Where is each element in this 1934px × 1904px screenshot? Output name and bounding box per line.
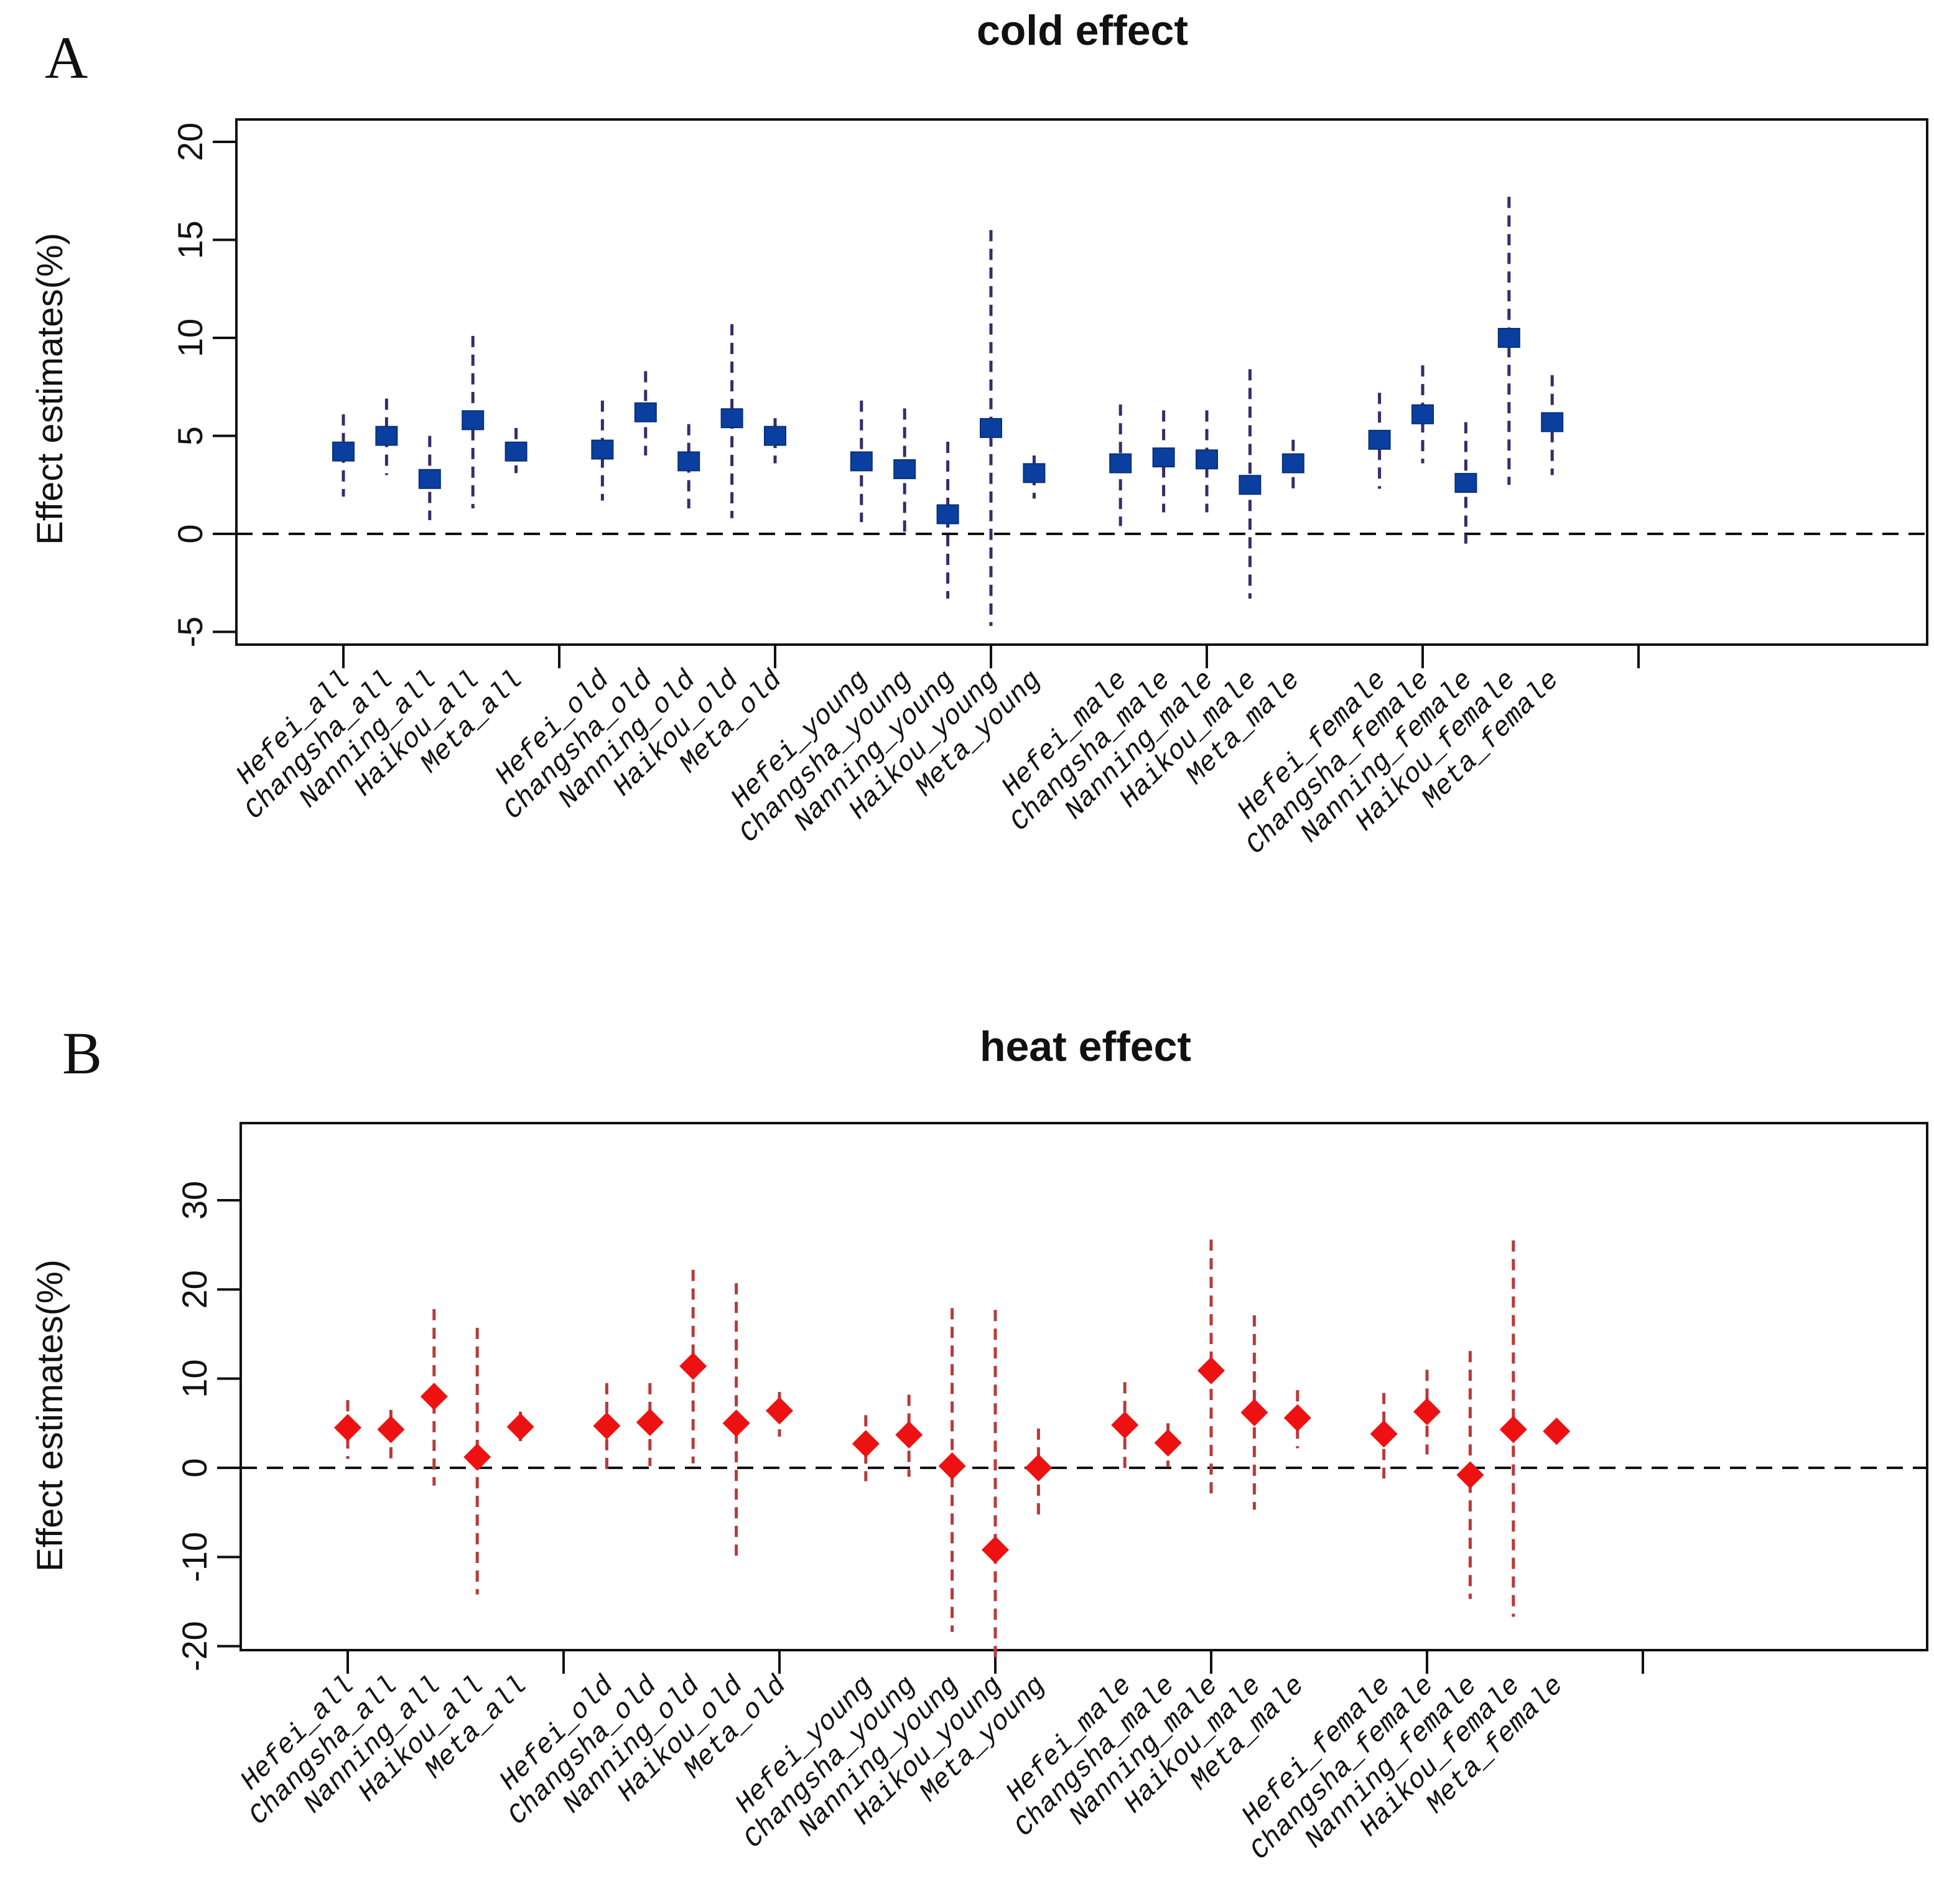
point-estimate-diamond [1543, 1417, 1571, 1445]
y-tick-label: 30 [175, 1181, 214, 1220]
point-estimate-square [375, 426, 398, 446]
point-estimate-square [1411, 404, 1434, 424]
panel-b-marks: Hefei_allChangsha_allNanning_allHaikou_a… [235, 1239, 1571, 1867]
point-estimate-square [1281, 453, 1304, 474]
point-estimate-diamond [1283, 1404, 1311, 1432]
y-tick-label: 20 [175, 1270, 214, 1309]
point-estimate-square [764, 426, 786, 446]
point-estimate-square [1368, 429, 1391, 450]
point-estimate-diamond [334, 1414, 361, 1442]
panel-a-title: cold effect [977, 7, 1188, 54]
point-estimate-diamond [593, 1412, 621, 1440]
point-estimate-square [893, 459, 916, 480]
panel-b-plot-frame [239, 1122, 1928, 1651]
point-estimate-square [1196, 449, 1218, 470]
y-tick-label: -5 [170, 617, 210, 648]
y-tick-label: 10 [175, 1360, 214, 1398]
point-estimate-diamond [1025, 1454, 1053, 1482]
point-estimate-diamond [722, 1409, 750, 1437]
point-estimate-diamond [1197, 1356, 1225, 1384]
point-estimate-diamond [982, 1536, 1009, 1564]
panel-a-y-axis-label: Effect estimates(%) [30, 233, 70, 545]
point-estimate-diamond [463, 1443, 491, 1471]
y-tick-label: 0 [170, 524, 210, 543]
point-estimate-diamond [1111, 1411, 1139, 1439]
y-tick-label: -10 [175, 1532, 214, 1582]
point-estimate-square [1239, 475, 1262, 495]
panel-b-y-axis-label: Effect estimates(%) [30, 1259, 70, 1572]
panel-letter-b: B [62, 1020, 102, 1086]
point-estimate-diamond [1370, 1420, 1398, 1448]
y-tick-label: -20 [175, 1621, 214, 1671]
panel-a-marks: Hefei_allChangsha_allNanning_allHaikou_a… [231, 197, 1566, 861]
point-estimate-square [1152, 447, 1175, 468]
point-estimate-square [1023, 463, 1046, 483]
y-tick-label: 20 [170, 123, 210, 161]
panel-a-plot-frame [235, 118, 1928, 646]
panel-a-axes: -5 0 5 10 15 20 [170, 118, 1928, 668]
panel-b-title: heat effect [980, 1023, 1191, 1070]
point-estimate-diamond [377, 1416, 405, 1444]
point-estimate-diamond [1413, 1398, 1441, 1426]
y-tick-label: 5 [170, 426, 210, 446]
point-estimate-square [720, 408, 743, 429]
panel-b-heat-effect: B heat effect Effect estimates(%) -20 -10… [30, 1020, 1928, 1867]
point-estimate-diamond [1499, 1416, 1527, 1444]
point-estimate-square [418, 469, 441, 489]
point-estimate-square [980, 418, 1002, 438]
panel-letter-a: A [45, 24, 88, 91]
point-estimate-square [936, 504, 959, 525]
point-estimate-square [462, 410, 485, 431]
panel-a-cold-effect: A cold effect Effect estimates(%) -5 0 5 10… [30, 7, 1928, 861]
point-estimate-square [850, 451, 873, 472]
point-estimate-diamond [506, 1413, 534, 1441]
point-estimate-square [677, 451, 700, 472]
point-estimate-diamond [679, 1352, 707, 1380]
point-estimate-square [1497, 328, 1520, 348]
point-estimate-diamond [852, 1430, 880, 1458]
y-tick-label: 15 [170, 220, 210, 259]
point-estimate-square [1541, 412, 1564, 432]
point-estimate-diamond [1240, 1399, 1268, 1427]
point-estimate-square [1454, 473, 1477, 493]
point-estimate-diamond [895, 1421, 923, 1449]
point-estimate-square [504, 441, 528, 462]
point-estimate-square [634, 402, 657, 422]
point-estimate-diamond [636, 1408, 664, 1436]
point-estimate-square [1109, 453, 1132, 474]
point-estimate-diamond [766, 1397, 793, 1425]
point-estimate-diamond [938, 1452, 966, 1480]
y-tick-label: 10 [170, 319, 210, 357]
point-estimate-diamond [1456, 1461, 1484, 1489]
point-estimate-square [332, 441, 355, 462]
point-estimate-diamond [1154, 1429, 1182, 1457]
point-estimate-diamond [420, 1383, 448, 1411]
y-tick-label: 0 [175, 1458, 214, 1477]
panel-b-axes: -20 -10 0 10 20 30 [175, 1122, 1928, 1674]
point-estimate-square [591, 439, 614, 460]
